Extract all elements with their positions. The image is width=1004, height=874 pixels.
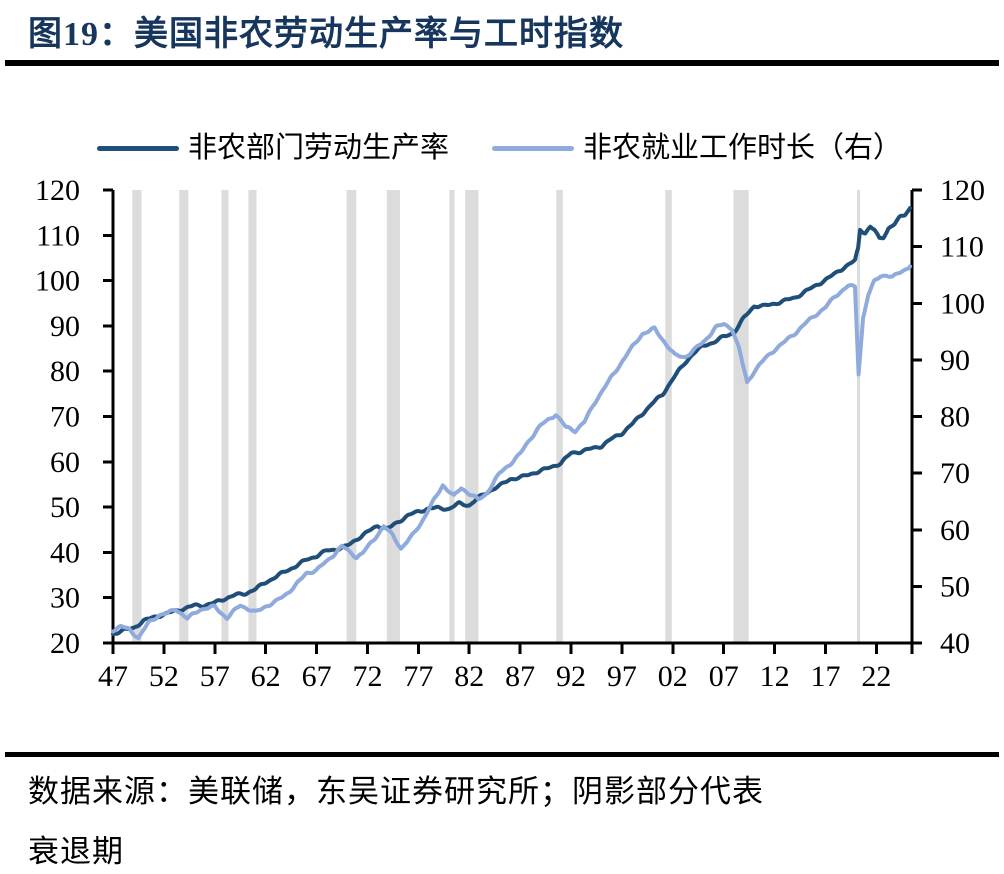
right-axis-tick-label: 70 [940, 457, 970, 490]
legend-label-hours: 非农就业工作时长（右） [583, 132, 903, 164]
recession-band [449, 190, 455, 643]
x-axis-tick-label: 17 [810, 660, 840, 693]
hours-line-swatch-icon [492, 145, 574, 151]
recession-band [221, 190, 229, 643]
x-axis-tick-label: 52 [149, 660, 179, 693]
right-axis-tick-label: 40 [940, 627, 970, 660]
x-axis-tick-label: 57 [200, 660, 230, 693]
x-axis-tick-label: 47 [98, 660, 128, 693]
series-line-productivity [111, 206, 912, 636]
left-axis-tick-label: 80 [50, 355, 80, 388]
x-axis-tick-label: 62 [251, 660, 281, 693]
title-divider-rule [5, 60, 999, 66]
left-axis-tick-label: 20 [50, 627, 80, 660]
x-axis-tick-label: 87 [505, 660, 535, 693]
legend-item-hours: 非农就业工作时长（右） [492, 131, 902, 165]
recession-band [733, 190, 749, 643]
x-axis-tick-label: 07 [709, 660, 739, 693]
left-axis-tick-label: 60 [50, 446, 80, 479]
recession-band [465, 190, 479, 643]
legend-item-productivity: 非农部门劳动生产率 [97, 131, 449, 165]
right-axis-tick-label: 60 [940, 514, 970, 547]
left-axis-tick-label: 50 [50, 491, 80, 524]
line-chart: 20 30 40 50 60 70 80 90 100 110 120 40 50 60 70 80 90 100… [35, 174, 985, 693]
right-axis-tick-label: 120 [940, 174, 985, 207]
recession-band [386, 190, 400, 643]
x-axis-tick-label: 22 [861, 660, 891, 693]
x-axis-tick-label: 67 [302, 660, 332, 693]
productivity-line-swatch-icon [97, 145, 179, 151]
x-axis-tick-label: 72 [352, 660, 382, 693]
right-axis-tick-label: 100 [940, 287, 985, 320]
legend-label-productivity: 非农部门劳动生产率 [188, 132, 450, 164]
recession-band [857, 190, 861, 643]
right-axis-tick-label: 50 [940, 570, 970, 603]
footer-divider-rule [5, 752, 999, 757]
recession-band [665, 190, 672, 643]
x-axis-tick-label: 77 [403, 660, 433, 693]
data-source-text-line2: 衰退期 [28, 834, 124, 869]
x-axis-tick-label: 12 [760, 660, 790, 693]
series-line-hours [111, 264, 912, 640]
recession-band [132, 190, 142, 643]
left-axis-tick-label: 110 [36, 219, 80, 252]
left-axis-tick-label: 30 [50, 582, 80, 615]
left-axis-tick-label: 70 [50, 401, 80, 434]
right-axis-tick-label: 110 [940, 231, 984, 264]
right-axis-tick-label: 80 [940, 401, 970, 434]
left-axis-tick-label: 40 [50, 536, 80, 569]
left-axis-tick-label: 100 [35, 265, 80, 298]
x-axis-tick-label: 97 [607, 660, 637, 693]
figure-title: 图19：美国非农劳动生产率与工时指数 [28, 16, 624, 53]
x-axis-tick-label: 92 [556, 660, 586, 693]
data-source-text: 数据来源：美联储，东吴证券研究所；阴影部分代表 [28, 774, 764, 809]
right-axis-tick-label: 90 [940, 344, 970, 377]
x-axis-tick-label: 82 [454, 660, 484, 693]
recession-band [248, 190, 257, 643]
recession-band [179, 190, 189, 643]
left-axis-tick-label: 90 [50, 310, 80, 343]
x-axis-tick-label: 02 [658, 660, 688, 693]
recession-band [346, 190, 357, 643]
left-axis-tick-label: 120 [35, 174, 80, 207]
